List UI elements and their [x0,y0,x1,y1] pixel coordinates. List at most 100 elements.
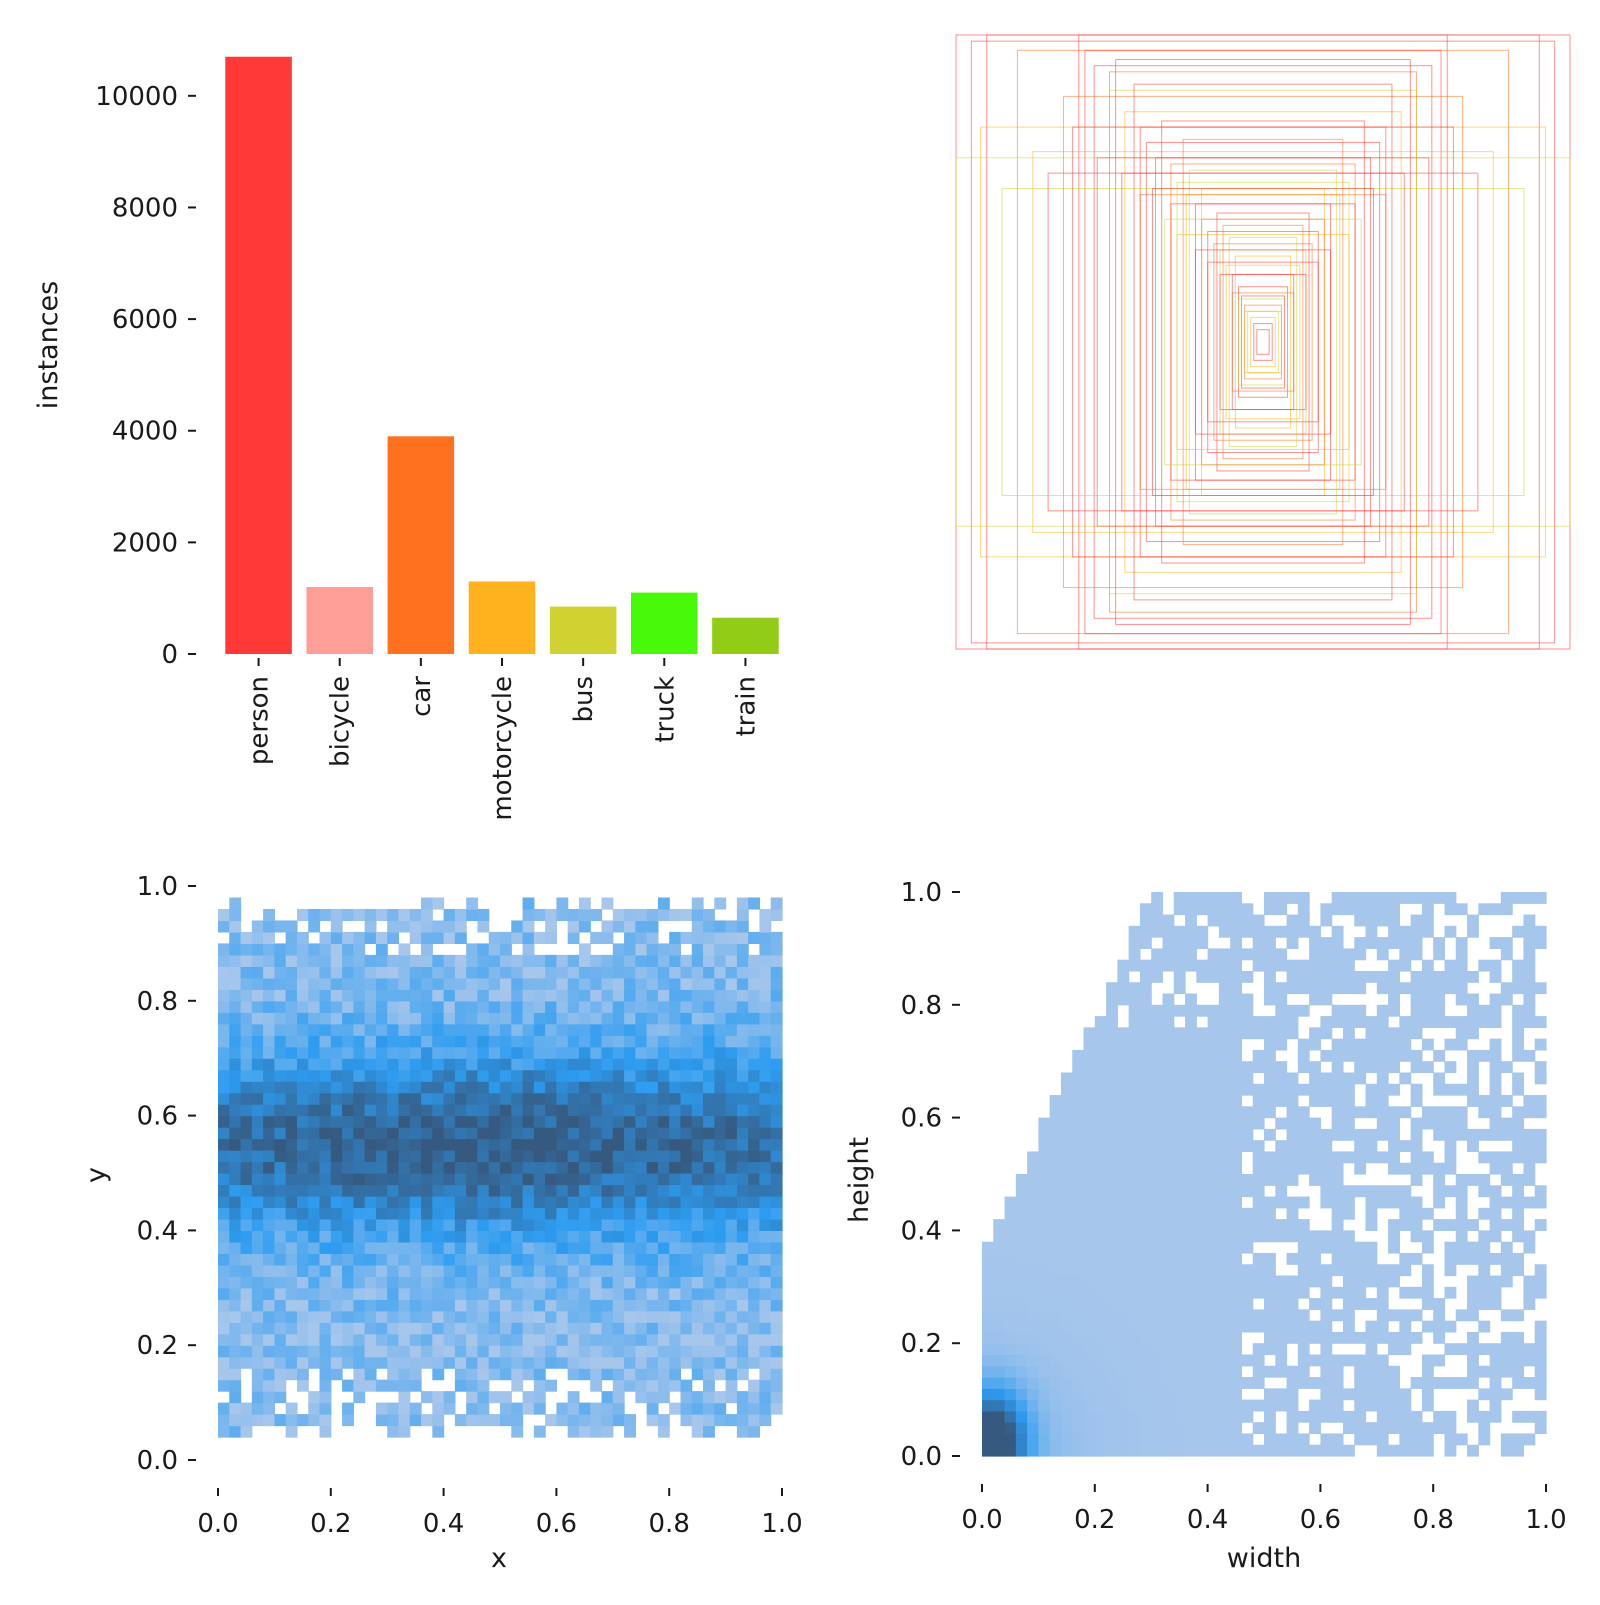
center-histogram-cell [567,1173,580,1186]
size-histogram-cell [1151,1140,1164,1153]
center-histogram-cell [364,1379,377,1392]
center-histogram-cell [657,1184,670,1197]
size-histogram-cell [1151,1117,1164,1130]
center-histogram-cell [578,1414,591,1427]
size-histogram-cell [1444,925,1457,938]
size-histogram-cell [1388,1309,1400,1322]
size-histogram-cell [1444,1151,1457,1164]
center-histogram-cell [770,1276,783,1289]
size-histogram-cell [1467,1128,1479,1141]
size-histogram-cell [1139,1083,1152,1096]
center-histogram-cell [477,1368,490,1381]
center-histogram-cell [285,1368,298,1381]
center-histogram-cell [522,1402,535,1415]
size-histogram-cell [993,1286,1006,1299]
size-histogram-cell [1376,1377,1389,1389]
center-histogram-cell [703,1253,715,1266]
center-histogram-cell [725,1299,738,1312]
center-histogram-cell [364,1241,377,1254]
center-histogram-cell [578,943,591,956]
box-outline [1185,194,1341,490]
size-histogram-cell [1094,1151,1107,1164]
size-histogram-cell [1015,1286,1028,1299]
center-histogram-cell [657,1069,670,1082]
center-histogram-cell [421,1127,433,1140]
center-histogram-cell [330,1035,343,1048]
center-histogram-cell [590,1115,603,1128]
size-histogram-cell [1523,1286,1536,1299]
center-histogram-cell [375,1310,388,1323]
center-histogram-cell [421,1207,433,1220]
center-histogram-cell [398,1138,411,1151]
center-histogram-cell [522,1046,535,1059]
center-histogram-cell [443,1402,456,1415]
size-histogram-cell [1444,959,1457,972]
center-histogram-cell [500,966,512,979]
center-histogram-cell [488,1414,501,1427]
center-histogram-cell [590,1379,603,1392]
center-histogram-cell [759,1345,772,1358]
center-histogram-cell [612,1046,625,1059]
size-histogram-cell [1060,1128,1073,1141]
center-histogram-cell [353,1012,366,1025]
size-histogram-cell [1060,1140,1073,1153]
center-histogram-cell [624,1368,636,1381]
center-histogram-cell [601,1195,614,1209]
center-histogram-cell [218,1092,230,1105]
size-histogram-cell [1297,1219,1310,1231]
size-histogram-cell [1196,1128,1209,1141]
center-histogram-cell [635,1287,648,1300]
center-histogram-cell [229,908,242,922]
size-histogram-cell [1365,1185,1378,1198]
center-histogram-cell [748,1299,761,1312]
center-histogram-cell [770,1379,783,1392]
center-histogram-cell [669,1287,682,1300]
center-histogram-cell [240,1184,253,1197]
center-histogram-cell [432,1092,445,1105]
center-histogram-cell [240,966,253,979]
center-histogram-cell [229,1161,242,1174]
size-histogram-cell [1264,1388,1276,1401]
center-histogram-cell [319,1345,332,1358]
center-histogram-cell [680,908,693,922]
size-histogram-cell [1534,1286,1547,1299]
size-histogram-cell [1060,1162,1073,1175]
size-histogram-cell [1444,1264,1457,1277]
center-histogram-x-tick-label: 0.4 [423,1509,464,1539]
center-histogram-cell [421,1310,433,1323]
center-histogram-cell [443,1081,456,1094]
center-histogram-cell [454,1356,467,1369]
center-histogram-cell [522,1150,535,1163]
size-histogram-cell [1399,1410,1412,1423]
center-histogram-cell [612,1230,625,1243]
center-histogram-cell [398,1241,411,1254]
size-histogram-cell [1534,1016,1547,1028]
size-histogram-cell [1478,1106,1491,1119]
center-histogram-cell [409,1414,422,1427]
center-histogram-cell [285,1253,298,1266]
bar-bus [549,606,617,654]
size-histogram-cell [1354,1038,1367,1051]
center-histogram-cell [454,1035,467,1048]
center-histogram-cell [477,977,490,990]
center-histogram-cell [646,1000,659,1013]
center-histogram-cell [500,1253,512,1266]
center-histogram-cell [477,1115,490,1128]
center-histogram-cell [285,1322,298,1335]
center-histogram-cell [522,920,535,933]
center-histogram-cell [296,1368,309,1381]
center-histogram-cell [703,1000,715,1013]
center-histogram-cell [387,1046,400,1059]
size-histogram-cell [1309,1038,1321,1051]
size-histogram-cell [1128,1083,1141,1096]
size-histogram-cell [1196,1230,1209,1243]
size-histogram-cell [1365,1354,1378,1367]
center-histogram-cell [218,1184,230,1197]
size-histogram-cell [1286,1331,1299,1344]
center-histogram-cell [229,1241,242,1254]
center-histogram-cell [409,1081,422,1094]
box-outline [1164,218,1362,466]
center-histogram-cell [736,1081,749,1094]
center-histogram-cell [736,931,749,944]
center-histogram-cell [443,1104,456,1117]
